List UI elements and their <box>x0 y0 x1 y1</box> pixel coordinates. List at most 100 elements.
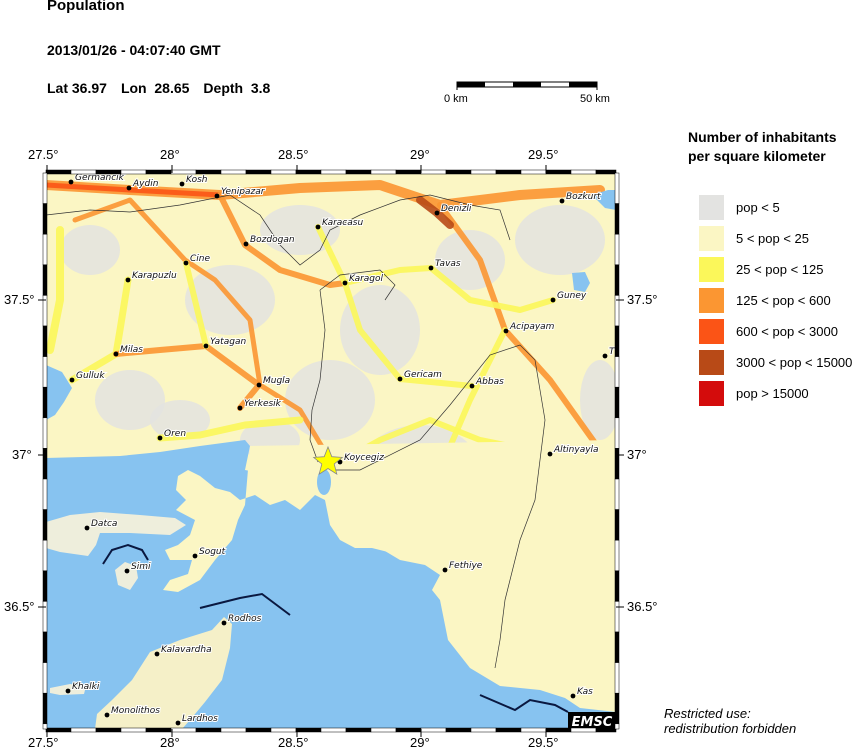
lon-value: 28.65 <box>154 80 190 96</box>
city-marker[interactable]: Karapuzlu <box>125 270 178 283</box>
lon-tick-top: 28.5° <box>278 147 309 162</box>
legend-label: 25 < pop < 125 <box>736 262 824 277</box>
event-params: Lat 36.97 Lon 28.65 Depth 3.8 <box>47 80 270 96</box>
city-marker[interactable]: Monolithos <box>104 705 161 718</box>
star-icon[interactable] <box>312 445 344 475</box>
legend-swatch <box>699 350 724 375</box>
datca-peninsula <box>46 512 186 556</box>
scale-start: 0 km <box>444 93 468 105</box>
city-dot <box>126 185 132 191</box>
city-marker[interactable]: Abbas <box>469 376 505 389</box>
city-dot <box>428 265 434 271</box>
lat-tick-left: 37° <box>12 447 32 462</box>
city-label: Germancik <box>75 173 125 183</box>
city-marker[interactable]: Denizli <box>434 203 473 216</box>
city-label: Simi <box>131 562 151 572</box>
city-label: Khalki <box>72 682 100 692</box>
city-dot <box>179 181 185 187</box>
legend-label: 5 < pop < 25 <box>736 231 810 246</box>
restriction-line2: redistribution forbidden <box>664 721 797 736</box>
city-label: Denizli <box>441 204 472 214</box>
city-dot <box>503 328 509 334</box>
city-dot <box>570 693 576 699</box>
city-marker[interactable]: Germancik <box>68 173 126 185</box>
city-marker[interactable]: Oren <box>157 428 187 441</box>
city-label: Tavas <box>435 259 461 269</box>
legend-item: 125 < pop < 600 <box>699 288 831 313</box>
city-marker[interactable]: Datca <box>84 518 118 531</box>
city-marker[interactable]: Kosh <box>179 174 209 187</box>
city-dot <box>113 351 119 357</box>
city-marker[interactable]: Sogut <box>192 546 227 559</box>
scale-end: 50 km <box>580 93 610 105</box>
city-label: Cine <box>190 254 210 264</box>
legend-item: 3000 < pop < 15000 <box>699 350 852 375</box>
city-marker[interactable]: T <box>602 346 616 359</box>
city-marker[interactable]: Guney <box>550 290 588 303</box>
legend-item: 600 < pop < 3000 <box>699 319 838 344</box>
city-marker[interactable]: Rodhos <box>221 613 263 626</box>
city-label: Gulluk <box>76 371 105 381</box>
legend-item: pop > 15000 <box>699 381 809 406</box>
city-marker[interactable]: Yerkesik <box>237 398 283 411</box>
city-marker[interactable]: Gericam <box>397 369 443 382</box>
lon-tick-bottom: 27.5° <box>28 735 59 750</box>
lat-tick-right: 37° <box>627 447 647 462</box>
city-marker[interactable]: Karagol <box>342 273 385 286</box>
city-marker[interactable]: Tavas <box>428 258 462 271</box>
city-marker[interactable]: Bozdogan <box>243 234 296 247</box>
city-marker[interactable]: Milas <box>113 344 144 357</box>
city-marker[interactable]: Aydin <box>126 178 160 191</box>
city-dot <box>157 435 163 441</box>
city-dot <box>315 224 321 230</box>
legend-swatch <box>699 257 724 282</box>
city-dot <box>69 377 75 383</box>
city-marker[interactable]: Cine <box>183 253 211 266</box>
restriction-line1: Restricted use: <box>664 706 751 721</box>
city-label: Karacasu <box>322 218 363 228</box>
city-dot <box>342 280 348 286</box>
city-marker[interactable]: Altinyayla <box>547 444 600 457</box>
city-marker[interactable]: Gulluk <box>69 370 106 383</box>
city-label: Milas <box>120 345 143 355</box>
lon-tick-bottom: 28° <box>160 735 180 750</box>
city-dot <box>214 193 220 199</box>
city-label: Altinyayla <box>553 445 599 455</box>
legend-label: 125 < pop < 600 <box>736 293 831 308</box>
lon-tick-top: 29.5° <box>528 147 559 162</box>
city-dot <box>547 451 553 457</box>
city-label: Karapuzlu <box>132 271 177 281</box>
city-marker[interactable]: Kas <box>570 686 594 699</box>
lat-value: 36.97 <box>71 80 107 96</box>
city-marker[interactable]: Simi <box>124 561 152 574</box>
scale-bar <box>456 81 598 90</box>
city-marker[interactable]: Kalavardha <box>154 644 213 657</box>
city-label: Fethiye <box>449 561 483 571</box>
restriction-note: Restricted use: redistribution forbidden <box>664 706 796 736</box>
city-marker[interactable]: Yenipazar <box>214 186 267 199</box>
city-marker[interactable]: Yatagan <box>203 336 247 349</box>
emsc-badge <box>568 712 616 729</box>
city-marker[interactable]: Acipayam <box>503 321 556 334</box>
city-marker[interactable]: Mugla <box>256 375 291 388</box>
city-marker[interactable]: Fethiye <box>442 560 484 573</box>
city-dot <box>104 712 110 718</box>
city-dot <box>256 382 262 388</box>
lon-tick-top: 27.5° <box>28 147 59 162</box>
city-dot <box>154 651 160 657</box>
city-marker[interactable]: Koycegiz <box>337 452 385 465</box>
legend-title-line2: per square kilometer <box>688 148 826 164</box>
legend-swatch <box>699 319 724 344</box>
city-label: Sogut <box>199 547 226 557</box>
city-marker[interactable]: Karacasu <box>315 217 364 230</box>
city-marker[interactable]: Bozkurt <box>559 191 602 204</box>
legend-swatch <box>699 195 724 220</box>
city-marker[interactable]: Khalki <box>65 681 101 694</box>
city-label: Karagol <box>349 274 384 284</box>
city-marker[interactable]: Lardhos <box>175 713 219 726</box>
city-dot <box>65 688 71 694</box>
city-label: Monolithos <box>111 706 160 716</box>
city-dot <box>469 383 475 389</box>
sea <box>46 190 616 729</box>
